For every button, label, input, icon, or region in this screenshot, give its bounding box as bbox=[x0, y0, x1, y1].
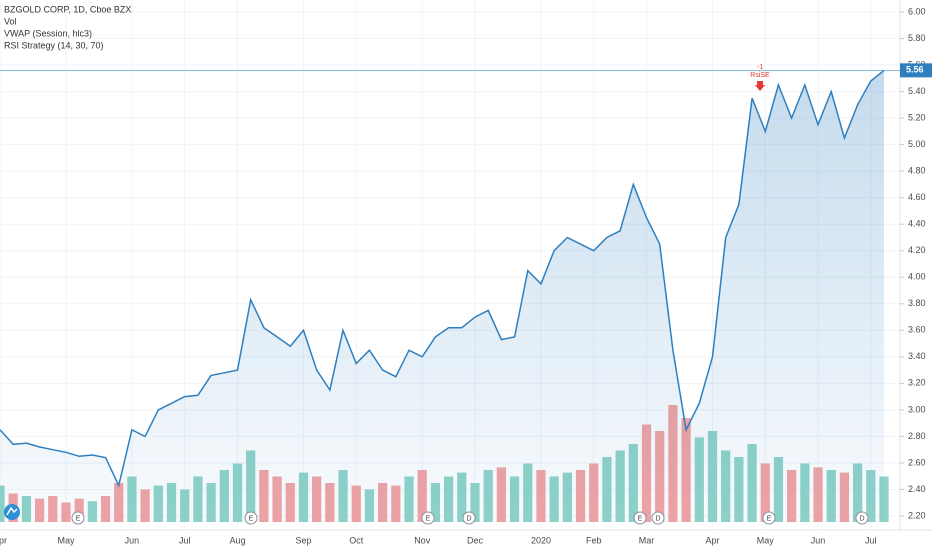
event-marker bbox=[855, 511, 869, 525]
last-price-box bbox=[900, 63, 932, 78]
event-label: D bbox=[655, 515, 660, 522]
x-tick-label: Apr bbox=[705, 535, 719, 545]
y-tick-label: 2.60 bbox=[908, 457, 926, 467]
y-tick-label: 4.80 bbox=[908, 166, 926, 176]
y-tick-label: 5.40 bbox=[908, 86, 926, 96]
x-tick-label: Jul bbox=[865, 535, 877, 545]
event-label: E bbox=[426, 515, 431, 522]
event-label: D bbox=[466, 515, 471, 522]
y-tick-label: 4.20 bbox=[908, 245, 926, 255]
indicator: Vol bbox=[4, 16, 17, 26]
event-marker bbox=[762, 511, 776, 525]
x-tick-label: Mar bbox=[639, 535, 655, 545]
last-price-label: 5.56 bbox=[906, 65, 924, 75]
area-fill bbox=[0, 70, 884, 523]
event-label: E bbox=[249, 515, 254, 522]
x-tick-label: Aug bbox=[229, 535, 245, 545]
y-tick-label: 6.00 bbox=[908, 6, 926, 16]
y-tick-label: 4.60 bbox=[908, 192, 926, 202]
y-tick-label: 2.80 bbox=[908, 431, 926, 441]
x-tick-label: Dec bbox=[467, 535, 484, 545]
x-tick-label: May bbox=[757, 535, 775, 545]
event-marker bbox=[244, 511, 258, 525]
event-marker bbox=[71, 511, 85, 525]
y-tick-label: 5.80 bbox=[908, 33, 926, 43]
x-tick-label: Nov bbox=[414, 535, 431, 545]
y-tick-label: 4.00 bbox=[908, 272, 926, 282]
y-tick-label: 2.20 bbox=[908, 510, 926, 520]
y-tick-label: 3.00 bbox=[908, 404, 926, 414]
y-tick-label: 5.20 bbox=[908, 112, 926, 122]
event-marker bbox=[651, 511, 665, 525]
x-tick-label: May bbox=[57, 535, 75, 545]
event-marker bbox=[633, 511, 647, 525]
event-label: E bbox=[767, 515, 772, 522]
signal-arrow bbox=[755, 81, 765, 91]
x-tick-label: 2020 bbox=[531, 535, 551, 545]
event-marker bbox=[462, 511, 476, 525]
event-label: E bbox=[638, 515, 643, 522]
logo bbox=[4, 504, 20, 520]
annotation: -1 bbox=[757, 64, 763, 71]
y-tick-label: 3.80 bbox=[908, 298, 926, 308]
annotation: RsiSE bbox=[750, 72, 770, 79]
y-tick-label: 5.00 bbox=[908, 139, 926, 149]
x-tick-label: Feb bbox=[586, 535, 602, 545]
event-marker bbox=[421, 511, 435, 525]
x-tick-label: Jun bbox=[811, 535, 826, 545]
indicator: RSI Strategy (14, 30, 70) bbox=[4, 40, 104, 50]
x-tick-label: Oct bbox=[349, 535, 364, 545]
x-tick-label: Jul bbox=[179, 535, 191, 545]
plot bbox=[0, 69, 889, 523]
x-tick-label: Jun bbox=[125, 535, 140, 545]
y-tick-label: 2.40 bbox=[908, 484, 926, 494]
chart-title: BZGOLD CORP, 1D, Cboe BZX bbox=[4, 4, 131, 14]
y-tick-label: 4.40 bbox=[908, 219, 926, 229]
indicator: VWAP (Session, hlc3) bbox=[4, 28, 92, 38]
y-tick-label: 3.40 bbox=[908, 351, 926, 361]
x-tick-label: Apr bbox=[0, 535, 7, 545]
x-tick-label: Sep bbox=[295, 535, 311, 545]
event-label: E bbox=[76, 515, 81, 522]
y-tick-label: 3.60 bbox=[908, 325, 926, 335]
price-line bbox=[0, 69, 885, 488]
y-tick-label: 3.20 bbox=[908, 378, 926, 388]
event-label: D bbox=[859, 515, 864, 522]
